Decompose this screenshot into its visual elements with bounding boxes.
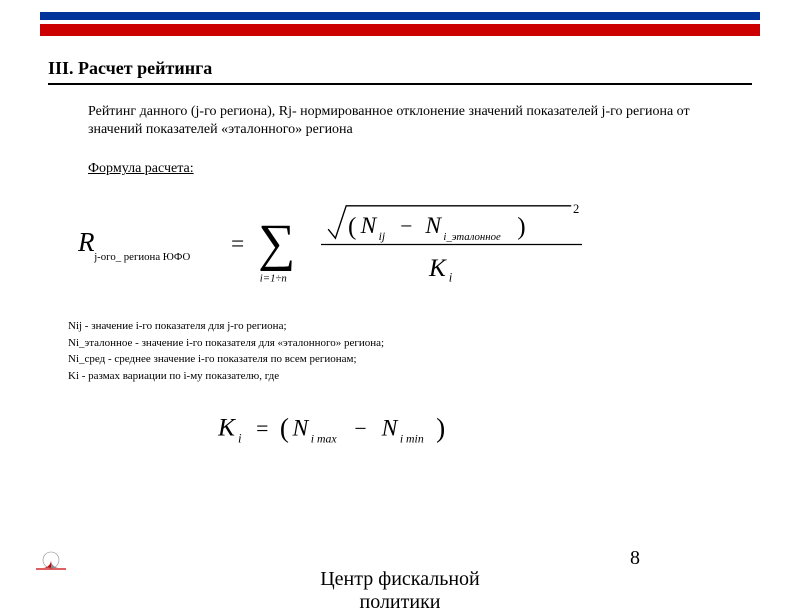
legend-line-3: Ni_сред - среднее значение i-го показате…: [68, 351, 752, 368]
svg-text:): ): [517, 214, 525, 241]
top-bar-red: [40, 24, 760, 36]
svg-text:N: N: [424, 213, 442, 239]
svg-text:i: i: [449, 271, 453, 285]
slide-content: III. Расчет рейтинга Рейтинг данного (j-…: [0, 36, 800, 453]
header-bars: [0, 0, 800, 36]
svg-text:N: N: [381, 416, 399, 442]
heading-underline: [48, 83, 752, 85]
svg-text:i_эталонное: i_эталонное: [443, 231, 501, 243]
footer-org-line2: политики: [48, 591, 752, 614]
formula-k: K i = ( N i max − N i min ): [218, 408, 545, 448]
svg-text:K: K: [428, 255, 447, 282]
svg-text:=: =: [231, 231, 244, 257]
slide-heading: III. Расчет рейтинга: [48, 58, 752, 79]
svg-text:(: (: [348, 214, 356, 241]
svg-text:N: N: [292, 416, 310, 442]
svg-text:i max: i max: [311, 432, 338, 446]
formula-main: R j-ого_ региона ЮФО = ∑ i=1÷n ( N ij − …: [78, 195, 654, 285]
svg-text:ij: ij: [379, 230, 386, 243]
svg-text:i: i: [238, 432, 242, 446]
svg-text:N: N: [360, 213, 378, 239]
svg-text:K: K: [218, 413, 237, 442]
legend-line-1: Nij - значение i-го показателя для j-го …: [68, 318, 752, 335]
svg-text:=: =: [256, 417, 268, 441]
formula-label: Формула расчета:: [88, 161, 752, 177]
svg-text:): ): [436, 413, 445, 443]
formula-R: R: [78, 227, 95, 257]
footer-org-line1: Центр фискальной: [48, 568, 752, 591]
svg-text:2: 2: [573, 202, 579, 216]
svg-text:−: −: [354, 417, 366, 441]
svg-text:−: −: [400, 214, 412, 238]
page-number: 8: [630, 547, 640, 570]
top-bar-blue: [40, 12, 760, 20]
legend-line-4: Ki - размах вариации по i-му показателю,…: [68, 368, 752, 385]
formula-legend: Nij - значение i-го показателя для j-го …: [68, 318, 752, 384]
svg-text:i min: i min: [400, 432, 424, 446]
sigma-icon: ∑: [258, 214, 295, 272]
formula-R-sub: j-ого_ региона ЮФО: [93, 251, 190, 263]
svg-text:(: (: [280, 413, 289, 443]
footer: Центр фискальной политики: [0, 568, 800, 600]
sum-lower: i=1÷n: [260, 273, 287, 285]
legend-line-2: Ni_эталонное - значение i-го показателя …: [68, 335, 752, 352]
rating-description: Рейтинг данного (j-го региона), Rj- норм…: [88, 103, 732, 139]
